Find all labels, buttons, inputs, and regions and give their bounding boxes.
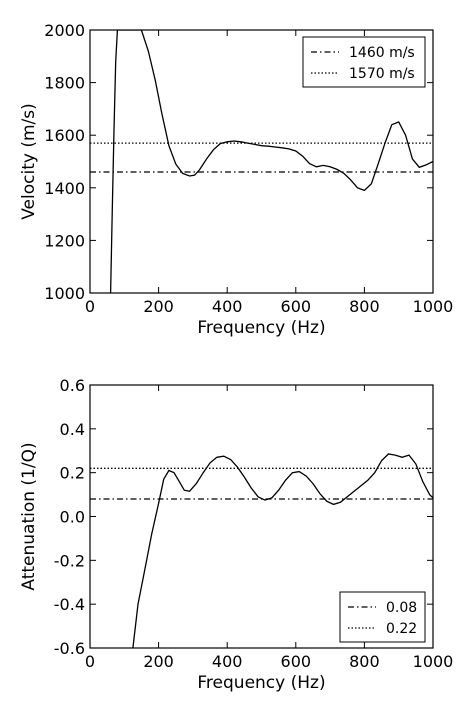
attenuation-y-tick-label: -0.2 <box>54 551 85 570</box>
velocity-y-tick-label: 1600 <box>44 126 85 145</box>
velocity-y-tick-label: 1000 <box>44 284 85 303</box>
attenuation-panel: 0 200 400 600 800 1000 -0.6 -0.4 -0.2 0.0 0.2 0.4 0.… <box>19 376 453 693</box>
velocity-legend-label: 1460 m/s <box>349 45 415 61</box>
attenuation-y-tick-label: -0.6 <box>54 639 85 658</box>
attenuation-x-tick-label: 1000 <box>413 652 454 671</box>
attenuation-y-axis-title: Attenuation (1/Q) <box>19 442 39 590</box>
velocity-panel: 0 200 400 600 800 1000 1000 1200 1400 1600 1800 200… <box>19 21 453 338</box>
velocity-x-tick-label: 400 <box>212 297 243 316</box>
attenuation-x-tick-label: 600 <box>281 652 312 671</box>
velocity-legend-box <box>302 36 426 88</box>
attenuation-y-tick-label: -0.4 <box>54 595 85 614</box>
attenuation-legend-label: 0.08 <box>386 600 417 616</box>
velocity-x-axis-title: Frequency (Hz) <box>197 318 325 338</box>
velocity-legend-label: 1570 m/s <box>349 66 415 82</box>
velocity-y-tick-label: 1400 <box>44 179 85 198</box>
velocity-plot-frame <box>89 29 434 294</box>
attenuation-legend-box <box>339 591 426 643</box>
attenuation-y-tick-label: 0.2 <box>60 464 85 483</box>
attenuation-y-tick-label: 0.4 <box>60 420 85 439</box>
attenuation-y-tick-label: 0.6 <box>60 376 85 395</box>
attenuation-series-curve-line <box>132 453 433 648</box>
attenuation-x-axis-title: Frequency (Hz) <box>197 673 325 693</box>
velocity-y-tick-label: 1800 <box>44 74 85 93</box>
velocity-x-tick-label: 800 <box>349 297 380 316</box>
attenuation-legend-label: 0.22 <box>386 621 417 637</box>
attenuation-x-tick-label: 0 <box>85 652 95 671</box>
attenuation-x-tick-label: 200 <box>143 652 174 671</box>
attenuation-x-tick-label: 800 <box>349 652 380 671</box>
attenuation-y-tick-label: 0.0 <box>60 508 85 527</box>
velocity-y-tick-label: 1200 <box>44 231 85 250</box>
velocity-x-tick-label: 200 <box>143 297 174 316</box>
velocity-x-tick-label: 1000 <box>413 297 454 316</box>
velocity-y-axis-title: Velocity (m/s) <box>19 103 39 220</box>
velocity-y-tick-label: 2000 <box>44 21 85 40</box>
velocity-x-tick-label: 0 <box>85 297 95 316</box>
velocity-x-tick-label: 600 <box>281 297 312 316</box>
attenuation-x-tick-label: 400 <box>212 652 243 671</box>
velocity-series-curve-line <box>109 30 433 293</box>
